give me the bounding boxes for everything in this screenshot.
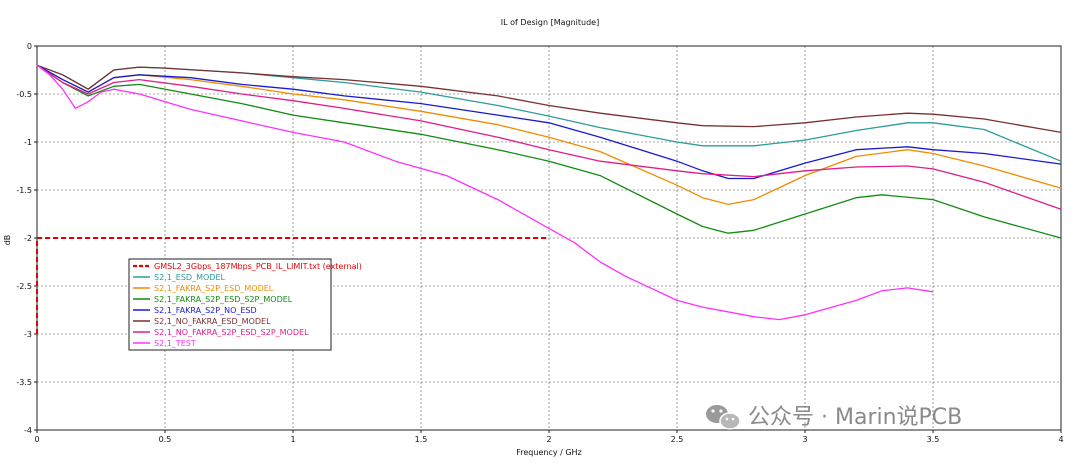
x-tick-label: 2 bbox=[546, 435, 551, 444]
y-tick-label: -4 bbox=[24, 426, 32, 435]
y-tick-label: -3.5 bbox=[16, 378, 32, 387]
legend-box bbox=[128, 258, 332, 351]
x-tick-label: 2.5 bbox=[671, 435, 684, 444]
legend: GMSL2_3Gbps_187Mbps_PCB_IL_LIMIT.txt (ex… bbox=[128, 258, 362, 351]
series-line-4 bbox=[36, 64, 1062, 134]
x-tick-label: 4 bbox=[1058, 435, 1063, 444]
legend-label: S2,1_NO_FAKRA_ESD_MODEL bbox=[154, 317, 271, 326]
series-line-6 bbox=[36, 64, 934, 321]
series-line-5 bbox=[36, 64, 1062, 210]
legend-label: S2,1_FAKRA_S2P_NO_ESD bbox=[154, 306, 257, 315]
legend-label: S2,1_TEST bbox=[154, 339, 196, 348]
x-tick-label: 0 bbox=[34, 435, 39, 444]
legend-label: S2,1_ESD_MODEL bbox=[154, 273, 226, 282]
x-tick-label: 0.5 bbox=[159, 435, 172, 444]
x-tick-label: 3 bbox=[802, 435, 807, 444]
x-tick-label: 3.5 bbox=[927, 435, 940, 444]
x-axis-label: Frequency / GHz bbox=[516, 448, 582, 457]
y-tick-label: -0.5 bbox=[16, 90, 32, 99]
y-tick-label: -2.5 bbox=[16, 282, 32, 291]
x-tick-label: 1.5 bbox=[415, 435, 428, 444]
axis-ticks: 0 0.5 1 1.5 2 2.5 3 3.5 4 0 -0.5 -1 -1.5 -2 -2.5 -3 -3.5… bbox=[16, 42, 1063, 444]
series-line-2 bbox=[36, 64, 1062, 239]
chart-title: IL of Design [Magnitude] bbox=[501, 18, 599, 27]
wechat-icon bbox=[706, 405, 741, 430]
watermark-text: 公众号 · Marin说PCB bbox=[748, 405, 962, 430]
grid bbox=[37, 46, 1061, 430]
series-lines bbox=[36, 64, 1062, 334]
y-tick-label: -1.5 bbox=[16, 186, 32, 195]
legend-label: S2,1_FAKRA_S2P_ESD_S2P_MODEL bbox=[154, 295, 293, 304]
y-tick-label: 0 bbox=[27, 42, 32, 51]
limit-line bbox=[36, 237, 549, 334]
legend-label: S2,1_FAKRA_S2P_ESD_MODEL bbox=[154, 284, 274, 293]
legend-label: GMSL2_3Gbps_187Mbps_PCB_IL_LIMIT.txt (ex… bbox=[154, 262, 362, 271]
x-tick-label: 1 bbox=[290, 435, 295, 444]
y-tick-label: -3 bbox=[24, 330, 32, 339]
legend-label: S2,1_NO_FAKRA_S2P_ESD_S2P_MODEL bbox=[154, 328, 309, 337]
series-line-3 bbox=[36, 64, 1062, 180]
watermark: 公众号 · Marin说PCB bbox=[706, 405, 962, 430]
y-tick-label: -1 bbox=[24, 138, 32, 147]
y-tick-label: -2 bbox=[24, 234, 32, 243]
y-axis-label: dB bbox=[3, 235, 12, 246]
